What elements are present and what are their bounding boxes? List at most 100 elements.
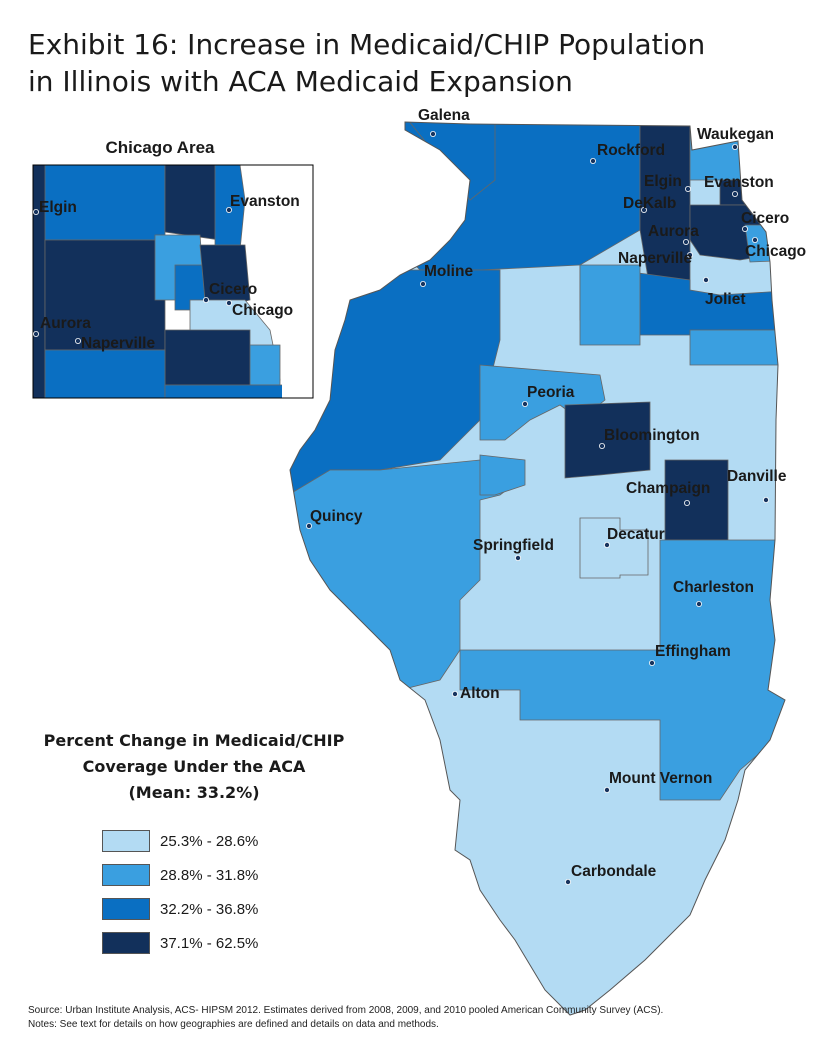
inset-lake-michigan <box>282 165 313 398</box>
region-peoria <box>479 364 606 441</box>
legend-swatch <box>102 830 150 852</box>
city-label: Carbondale <box>571 863 657 880</box>
inset-south-cook <box>164 329 251 386</box>
city-marker <box>752 236 759 243</box>
city-label: Naperville <box>81 335 155 352</box>
legend-label: 28.8% - 31.8% <box>160 866 259 884</box>
city-marker <box>202 296 209 303</box>
city-label: Joliet <box>705 291 745 308</box>
legend-swatch <box>102 864 150 886</box>
region-decatur <box>579 517 649 579</box>
city-label: Aurora <box>648 223 699 240</box>
city-label: Evanston <box>230 193 300 210</box>
legend-item: 37.1% - 62.5% <box>102 926 374 960</box>
inset-city-points: Elgin Evanston Cicero Chicago Aurora Napervil… <box>33 193 300 352</box>
region-iroquois <box>689 329 785 366</box>
city-marker <box>641 206 648 213</box>
source-note: Source: Urban Institute Analysis, ACS- H… <box>28 1005 664 1016</box>
city-marker <box>590 157 597 164</box>
legend-title-line-3: (Mean: 33.2%) <box>128 783 260 802</box>
footer: Source: Urban Institute Analysis, ACS- H… <box>28 1004 808 1032</box>
city-label: Charleston <box>673 579 754 596</box>
city-label: Elgin <box>644 173 682 190</box>
legend-title: Percent Change in Medicaid/CHIP Coverage… <box>14 728 374 806</box>
city-label: Rockford <box>597 142 665 159</box>
title-line-2: in Illinois with ACA Medicaid Expansion <box>28 65 573 98</box>
inset-north-cook <box>164 165 221 241</box>
legend-label: 25.3% - 28.6% <box>160 832 259 850</box>
region-south-central <box>459 539 785 801</box>
map-title: Exhibit 16: Increase in Medicaid/CHIP Po… <box>28 26 788 100</box>
city-label: Chicago <box>745 243 806 260</box>
city-label: Champaign <box>626 480 710 497</box>
city-marker <box>683 238 690 245</box>
city-label: Waukegan <box>697 126 774 143</box>
legend-label: 37.1% - 62.5% <box>160 934 259 952</box>
city-marker <box>703 276 710 283</box>
region-kankakee <box>579 264 641 346</box>
city-marker <box>225 299 232 306</box>
legend-swatch <box>102 898 150 920</box>
city-marker <box>225 206 232 213</box>
city-marker <box>599 442 606 449</box>
legend-item: 25.3% - 28.6% <box>102 824 374 858</box>
city-label: Mount Vernon <box>609 770 712 787</box>
city-marker <box>684 499 691 506</box>
inset-aurora <box>44 239 166 351</box>
city-marker <box>515 555 522 562</box>
city-label: Galena <box>418 107 470 124</box>
methods-note: Notes: See text for details on how geogr… <box>28 1019 439 1030</box>
city-label: Alton <box>460 685 500 702</box>
legend-swatch <box>102 932 150 954</box>
city-label: Effingham <box>655 643 731 660</box>
chicago-inset: Chicago Area Elgin Evanston Cicero Chicago A… <box>32 138 314 399</box>
city-label: Aurora <box>40 315 91 332</box>
city-label: Cicero <box>741 210 789 227</box>
city-label: Springfield <box>473 537 554 554</box>
city-marker <box>732 190 739 197</box>
city-label: Moline <box>424 263 473 280</box>
region-champaign <box>664 459 729 541</box>
city-marker <box>565 879 572 886</box>
illinois-outline <box>289 121 786 1016</box>
city-label: Decatur <box>607 526 665 543</box>
city-label: Quincy <box>310 508 363 525</box>
city-marker <box>685 185 692 192</box>
legend-item: 32.2% - 36.8% <box>102 892 374 926</box>
city-marker <box>522 400 529 407</box>
city-marker <box>732 143 739 150</box>
city-label: Chicago <box>232 302 293 319</box>
city-marker <box>75 337 82 344</box>
city-label: Cicero <box>209 281 257 298</box>
legend-label: 32.2% - 36.8% <box>160 900 259 918</box>
legend-title-line-1: Percent Change in Medicaid/CHIP <box>43 731 345 750</box>
legend-item: 28.8% - 31.8% <box>102 858 374 892</box>
region-quincy-north <box>479 454 526 496</box>
inset-southwest <box>44 349 166 398</box>
city-marker <box>687 251 694 258</box>
city-marker <box>649 660 656 667</box>
city-marker <box>604 542 611 549</box>
region-bloomington <box>564 401 651 479</box>
inset-title: Chicago Area <box>106 138 216 157</box>
city-marker <box>305 523 312 530</box>
city-label: Evanston <box>704 174 774 191</box>
city-points: Galena Rockford Waukegan Elgin Evanston DeKal… <box>305 107 806 886</box>
legend-title-line-2: Coverage Under the ACA <box>82 757 306 776</box>
legend-items: 25.3% - 28.6% 28.8% - 31.8% 32.2% - 36.8… <box>102 824 374 960</box>
city-marker <box>451 691 458 698</box>
city-label: Bloomington <box>604 427 700 444</box>
city-label: Naperville <box>618 250 692 267</box>
city-marker <box>604 787 611 794</box>
city-marker <box>33 330 40 337</box>
title-line-1: Exhibit 16: Increase in Medicaid/CHIP Po… <box>28 28 706 61</box>
city-label: Elgin <box>39 199 77 216</box>
city-label: Peoria <box>527 384 575 401</box>
city-label: Danville <box>727 468 787 485</box>
city-marker <box>742 225 749 232</box>
region-waukegan <box>689 122 785 181</box>
city-marker <box>429 130 436 137</box>
legend: Percent Change in Medicaid/CHIP Coverage… <box>14 728 374 960</box>
city-marker <box>696 601 703 608</box>
